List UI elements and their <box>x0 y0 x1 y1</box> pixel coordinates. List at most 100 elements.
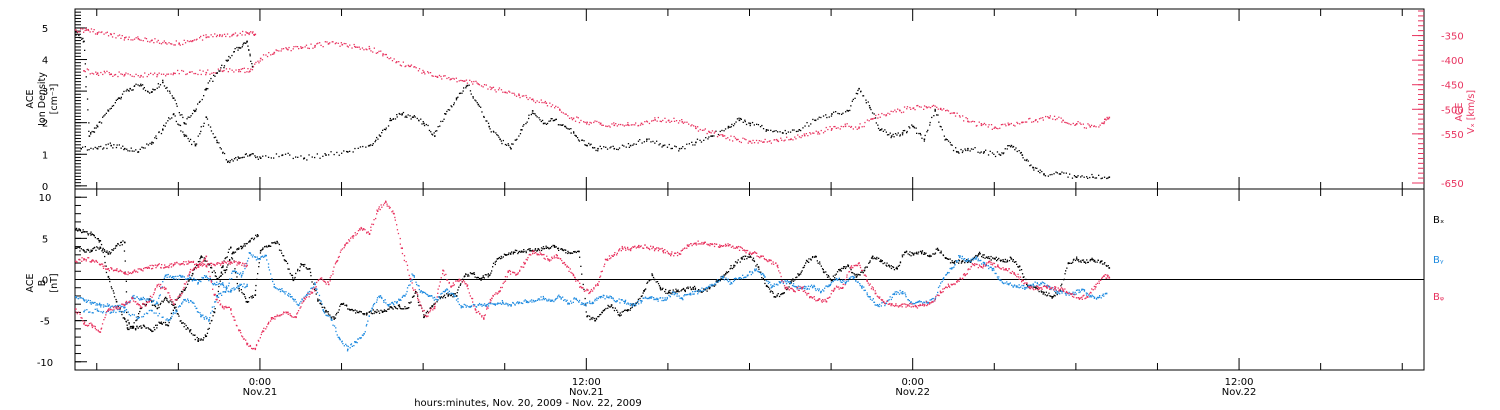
density-sample <box>169 118 171 120</box>
vx-sample <box>740 141 742 144</box>
bx-sample <box>154 329 156 331</box>
by-sample <box>570 300 572 302</box>
vx-sample <box>438 74 441 77</box>
bx-sample <box>474 276 476 278</box>
by-sample <box>711 283 713 286</box>
vx-tick-label: -450 <box>1441 81 1464 92</box>
bx-sample <box>248 297 251 299</box>
bx-sample <box>842 267 845 270</box>
by-sample <box>109 312 111 314</box>
by-sample <box>936 294 938 296</box>
bx-sample <box>619 312 621 314</box>
density-sample <box>731 123 733 126</box>
density-sample <box>431 133 433 135</box>
density-point <box>249 154 251 156</box>
density-sample <box>346 150 348 153</box>
bz-sample <box>188 273 191 275</box>
by-sample <box>187 298 189 300</box>
density-sample <box>957 151 959 153</box>
bx-sample <box>224 271 226 274</box>
vx-sample <box>513 92 515 94</box>
vx-sample <box>1009 123 1011 125</box>
vx-sample <box>895 111 897 113</box>
density-sample <box>209 80 211 82</box>
vx-point <box>1089 126 1092 128</box>
by-point <box>624 300 626 303</box>
density-point <box>521 129 523 131</box>
by-sample <box>417 284 419 287</box>
vx-sample <box>166 43 168 45</box>
bx-sample <box>166 324 168 326</box>
density-sample <box>599 145 601 147</box>
bx-sample <box>557 247 559 250</box>
bx-sample <box>93 247 95 249</box>
vx-point <box>1021 121 1024 124</box>
vx-sample <box>96 73 98 75</box>
bz-sample <box>202 260 204 262</box>
bx-sample <box>1045 291 1047 293</box>
by-sample <box>125 309 128 311</box>
bx-sample <box>514 249 517 251</box>
bx-sample <box>574 250 576 253</box>
density-point <box>281 154 284 156</box>
density-sample <box>418 120 420 122</box>
by-sample <box>338 336 340 339</box>
by-sample <box>84 309 86 311</box>
by-sample <box>576 299 578 302</box>
by-sample <box>386 304 389 306</box>
bz-sample <box>209 275 211 278</box>
by-sample <box>945 273 948 276</box>
bx-point <box>1108 267 1111 269</box>
bz-sample <box>137 271 139 273</box>
by-sample <box>590 302 592 305</box>
by-sample <box>829 284 831 287</box>
by-sample <box>149 298 152 300</box>
density-sample <box>163 124 165 127</box>
bx-sample <box>617 311 619 313</box>
bz-sample <box>214 293 216 296</box>
by-sample <box>359 337 361 340</box>
bx-sample <box>293 278 296 280</box>
by-sample <box>939 285 941 287</box>
bx-sample <box>975 254 977 257</box>
density-sample <box>899 135 901 137</box>
by-sample <box>198 279 200 282</box>
vx-sample <box>168 42 170 44</box>
density-sample <box>1081 175 1083 177</box>
bz-point <box>156 264 159 267</box>
by-sample <box>136 296 138 298</box>
vx-sample <box>1004 123 1006 125</box>
vx-sample <box>706 132 708 135</box>
bz-sample <box>245 262 247 265</box>
bz-point <box>99 263 102 266</box>
by-sample <box>368 315 370 317</box>
vx-sample <box>625 124 627 126</box>
by-sample <box>913 303 915 305</box>
bx-sample <box>203 337 205 339</box>
bx-sample <box>817 262 819 264</box>
bx-sample <box>482 276 484 278</box>
bx-sample <box>299 270 301 272</box>
bx-sample <box>376 309 378 311</box>
bx-sample <box>157 304 159 306</box>
vx-sample <box>1028 118 1030 120</box>
bx-sample <box>868 262 870 264</box>
density-sample <box>128 90 130 92</box>
density-sample <box>171 95 173 97</box>
density-sample <box>748 122 750 124</box>
by-sample <box>481 303 483 306</box>
bx-sample <box>815 256 817 258</box>
by-sample <box>96 303 98 305</box>
density-sample <box>947 140 950 142</box>
vx-sample <box>800 136 802 139</box>
vx-sample <box>191 40 193 43</box>
density-sample <box>93 127 96 129</box>
bx-sample <box>135 329 137 331</box>
density-sample <box>90 133 92 135</box>
vx-sample <box>718 134 721 136</box>
bx-sample <box>140 325 142 327</box>
bx-sample <box>222 265 224 267</box>
by-sample <box>892 293 894 295</box>
vx-sample <box>690 125 692 127</box>
by-sample <box>182 275 184 277</box>
